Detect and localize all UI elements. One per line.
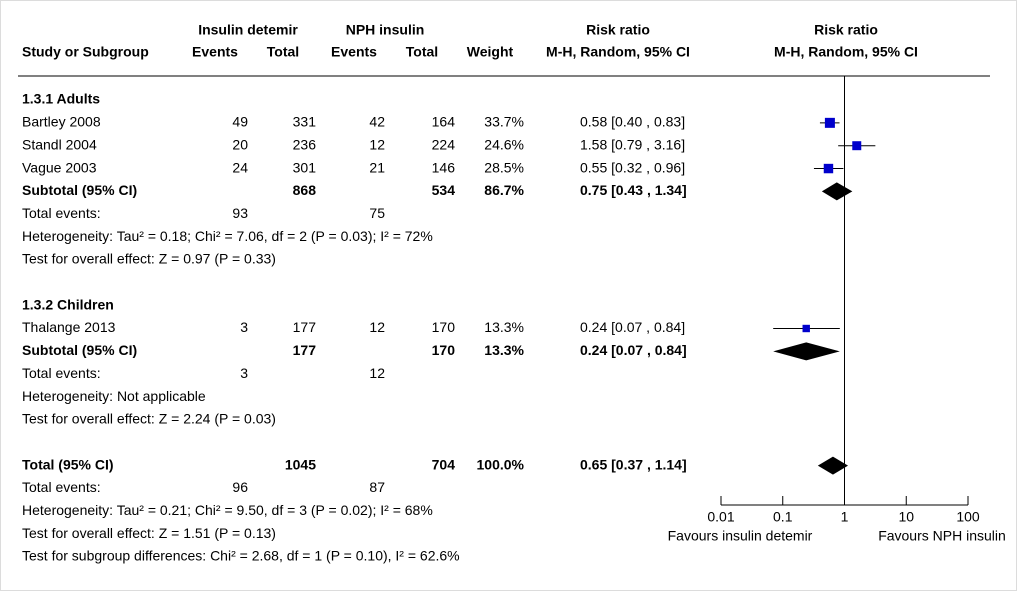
events-name: Total events: — [22, 479, 101, 495]
total: 146 — [432, 159, 456, 175]
risk-ratio: 0.55 [0.32 , 0.96] — [580, 159, 685, 175]
events: 24 — [232, 159, 248, 175]
events: 21 — [369, 159, 385, 175]
total: 534 — [432, 182, 456, 198]
total: 331 — [293, 114, 317, 130]
study-marker — [824, 117, 835, 128]
x-tick-label: 100 — [956, 509, 980, 525]
group-header: NPH insulin — [346, 22, 425, 38]
risk-ratio: 0.65 [0.37 , 1.14] — [580, 456, 687, 472]
plot-method: M-H, Random, 95% CI — [774, 44, 918, 60]
weight: 24.6% — [484, 136, 524, 152]
events: 12 — [369, 365, 385, 381]
column-header: M-H, Random, 95% CI — [546, 44, 690, 60]
summary-diamond — [817, 456, 849, 475]
subgroup-differences: Test for subgroup differences: Chi² = 2.… — [22, 548, 460, 564]
column-header: Total — [406, 44, 438, 60]
overall-effect: Test for overall effect: Z = 2.24 (P = 0… — [22, 411, 276, 427]
x-tick-label: 1 — [841, 509, 849, 525]
plot-title: Risk ratio — [586, 22, 650, 38]
risk-ratio: 0.24 [0.07 , 0.84] — [580, 342, 687, 358]
total: 224 — [432, 136, 456, 152]
total: 177 — [293, 342, 317, 358]
events: 12 — [369, 319, 385, 335]
total: 868 — [293, 182, 317, 198]
events: 87 — [369, 479, 385, 495]
study-name: Standl 2004 — [22, 136, 97, 152]
total: 236 — [293, 136, 317, 152]
study-name: Vague 2003 — [22, 159, 97, 175]
total: 164 — [432, 114, 456, 130]
column-header: Events — [192, 44, 238, 60]
column-header: Weight — [467, 44, 514, 60]
events: 42 — [369, 114, 385, 130]
x-label-left: Favours insulin detemir — [668, 528, 813, 544]
weight: 86.7% — [484, 182, 524, 198]
total: 301 — [293, 159, 317, 175]
events: 3 — [240, 319, 248, 335]
total: 704 — [432, 456, 456, 472]
risk-ratio: 1.58 [0.79 , 3.16] — [580, 136, 685, 152]
total: 170 — [432, 319, 456, 335]
weight: 13.3% — [484, 319, 524, 335]
risk-ratio: 0.75 [0.43 , 1.34] — [580, 182, 687, 198]
weight: 100.0% — [477, 456, 525, 472]
study-name: Bartley 2008 — [22, 114, 101, 130]
study-marker — [802, 324, 810, 333]
study-marker — [852, 141, 862, 151]
events: 96 — [232, 479, 248, 495]
events: 93 — [232, 205, 248, 221]
weight: 28.5% — [484, 159, 524, 175]
events-name: Total events: — [22, 205, 101, 221]
subgroup-title: 1.3.2 Children — [22, 296, 114, 312]
risk-ratio: 0.24 [0.07 , 0.84] — [580, 319, 685, 335]
column-header: Events — [331, 44, 377, 60]
study-marker — [823, 163, 834, 174]
plot-title: Risk ratio — [814, 22, 878, 38]
heterogeneity: Heterogeneity: Not applicable — [22, 388, 206, 404]
column-header: Study or Subgroup — [22, 44, 149, 60]
summary-name: Total (95% CI) — [22, 456, 114, 472]
x-label-right: Favours NPH insulin — [878, 528, 1006, 544]
heterogeneity: Heterogeneity: Tau² = 0.18; Chi² = 7.06,… — [22, 228, 433, 244]
column-header: Total — [267, 44, 299, 60]
events: 75 — [369, 205, 385, 221]
summary-name: Subtotal (95% CI) — [22, 182, 137, 198]
summary-diamond — [821, 182, 853, 201]
summary-name: Subtotal (95% CI) — [22, 342, 137, 358]
events: 3 — [240, 365, 248, 381]
risk-ratio: 0.58 [0.40 , 0.83] — [580, 114, 685, 130]
total: 177 — [293, 319, 317, 335]
weight: 13.3% — [484, 342, 524, 358]
events-name: Total events: — [22, 365, 101, 381]
summary-diamond — [773, 342, 840, 361]
events: 12 — [369, 136, 385, 152]
subgroup-title: 1.3.1 Adults — [22, 91, 100, 107]
x-tick-label: 10 — [898, 509, 914, 525]
study-name: Thalange 2013 — [22, 319, 116, 335]
x-tick-label: 0.1 — [773, 509, 793, 525]
group-header: Insulin detemir — [198, 22, 298, 38]
total: 1045 — [285, 456, 316, 472]
weight: 33.7% — [484, 114, 524, 130]
total: 170 — [432, 342, 456, 358]
overall-effect: Test for overall effect: Z = 1.51 (P = 0… — [22, 525, 276, 541]
overall-effect: Test for overall effect: Z = 0.97 (P = 0… — [22, 251, 276, 267]
x-tick-label: 0.01 — [707, 509, 734, 525]
events: 20 — [232, 136, 248, 152]
events: 49 — [232, 114, 248, 130]
heterogeneity: Heterogeneity: Tau² = 0.21; Chi² = 9.50,… — [22, 502, 433, 518]
